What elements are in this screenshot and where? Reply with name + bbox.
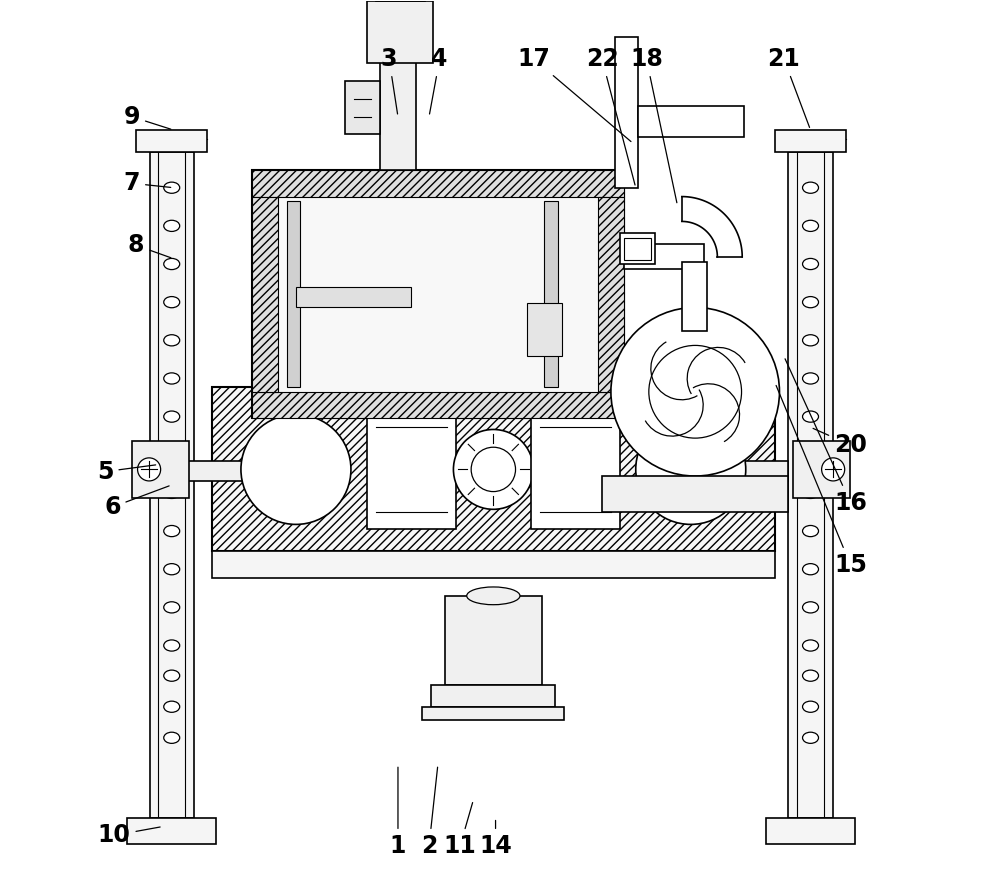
Bar — [296, 287, 411, 306]
Ellipse shape — [164, 602, 180, 613]
Bar — [638, 106, 744, 137]
Ellipse shape — [164, 563, 180, 575]
Bar — [615, 36, 638, 188]
Bar — [775, 130, 846, 152]
Bar — [252, 197, 278, 392]
Bar — [624, 245, 704, 270]
Ellipse shape — [803, 563, 819, 575]
Bar — [367, 2, 433, 63]
Ellipse shape — [164, 449, 180, 460]
Text: 14: 14 — [479, 821, 512, 858]
Text: 5: 5 — [97, 459, 156, 483]
Bar — [150, 152, 194, 818]
Bar — [287, 201, 300, 387]
Ellipse shape — [803, 488, 819, 498]
Bar — [445, 595, 542, 684]
Text: 18: 18 — [630, 47, 677, 203]
Ellipse shape — [803, 701, 819, 712]
Bar — [788, 152, 833, 818]
Ellipse shape — [164, 258, 180, 270]
Ellipse shape — [164, 182, 180, 193]
Ellipse shape — [803, 335, 819, 346]
Bar — [252, 170, 624, 418]
Circle shape — [241, 415, 351, 524]
Text: 11: 11 — [444, 803, 476, 858]
Text: 22: 22 — [586, 47, 635, 185]
Bar — [531, 414, 620, 530]
Bar — [624, 238, 651, 260]
Ellipse shape — [164, 373, 180, 384]
Bar — [127, 818, 216, 845]
Bar — [664, 461, 788, 481]
Bar — [602, 476, 788, 512]
Circle shape — [611, 307, 779, 476]
Text: 20: 20 — [813, 428, 867, 457]
Ellipse shape — [164, 488, 180, 498]
Bar — [766, 818, 855, 845]
Bar — [431, 684, 555, 707]
Bar — [527, 303, 562, 356]
Ellipse shape — [803, 449, 819, 460]
Text: 6: 6 — [104, 486, 169, 519]
Ellipse shape — [164, 701, 180, 712]
Ellipse shape — [803, 296, 819, 308]
Text: 1: 1 — [390, 767, 406, 858]
Bar — [252, 170, 624, 197]
Ellipse shape — [803, 670, 819, 681]
Text: 15: 15 — [776, 385, 867, 577]
Bar — [682, 262, 707, 331]
Bar — [620, 233, 655, 264]
Ellipse shape — [803, 602, 819, 613]
Circle shape — [636, 415, 746, 524]
Text: 2: 2 — [421, 767, 438, 858]
Circle shape — [138, 457, 161, 481]
Bar — [252, 392, 624, 418]
Ellipse shape — [803, 640, 819, 651]
Bar — [422, 707, 564, 720]
Text: 9: 9 — [124, 105, 171, 129]
Circle shape — [649, 345, 742, 438]
Ellipse shape — [803, 525, 819, 537]
Ellipse shape — [164, 732, 180, 743]
Bar — [367, 414, 456, 530]
Ellipse shape — [164, 525, 180, 537]
Ellipse shape — [164, 670, 180, 681]
Bar — [380, 45, 416, 170]
Bar — [212, 387, 775, 552]
Text: 10: 10 — [98, 823, 160, 847]
Text: 21: 21 — [768, 47, 810, 127]
Ellipse shape — [164, 411, 180, 422]
Circle shape — [822, 457, 845, 481]
Bar — [185, 461, 309, 481]
Ellipse shape — [164, 335, 180, 346]
Ellipse shape — [164, 220, 180, 231]
Circle shape — [453, 430, 533, 509]
Ellipse shape — [803, 182, 819, 193]
Ellipse shape — [803, 411, 819, 422]
Text: 16: 16 — [785, 359, 867, 514]
Bar — [212, 552, 775, 578]
Ellipse shape — [164, 640, 180, 651]
Text: 8: 8 — [128, 233, 171, 258]
Text: 7: 7 — [124, 171, 171, 195]
Ellipse shape — [467, 587, 520, 604]
Circle shape — [471, 447, 516, 491]
Ellipse shape — [164, 296, 180, 308]
Ellipse shape — [803, 732, 819, 743]
Text: 4: 4 — [430, 47, 448, 114]
Text: 17: 17 — [517, 47, 631, 142]
Bar — [376, 0, 425, 2]
Ellipse shape — [803, 258, 819, 270]
Bar — [132, 441, 189, 498]
Ellipse shape — [803, 220, 819, 231]
Bar — [544, 201, 558, 387]
Bar — [793, 441, 850, 498]
Ellipse shape — [803, 373, 819, 384]
Bar — [598, 197, 624, 392]
Bar — [136, 130, 207, 152]
Bar — [345, 81, 380, 134]
Text: 3: 3 — [381, 47, 398, 114]
